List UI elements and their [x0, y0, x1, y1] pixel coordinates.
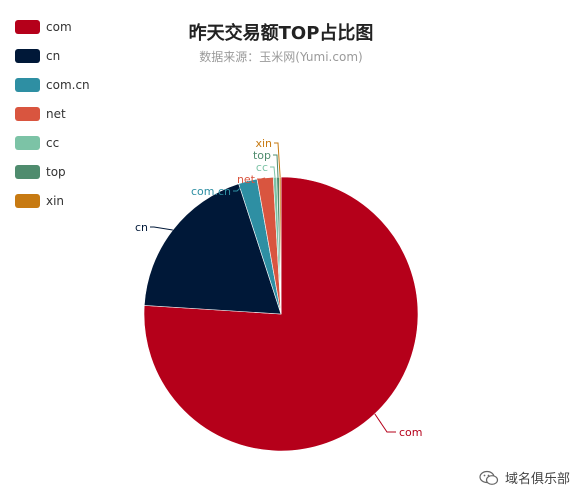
legend-item-com-cn[interactable]: com.cn	[15, 78, 90, 92]
slice-label-com: com	[399, 426, 423, 439]
legend-item-net[interactable]: net	[15, 107, 66, 121]
leader-line-com-cn	[233, 180, 249, 192]
legend-item-xin[interactable]: xin	[15, 194, 64, 208]
legend-swatch	[15, 78, 40, 92]
slice-label-xin: xin	[255, 137, 272, 150]
legend-swatch	[15, 136, 40, 150]
legend-label: xin	[46, 194, 64, 208]
pie-slices	[143, 176, 419, 452]
leader-line-top	[273, 154, 279, 178]
legend-item-cc[interactable]: cc	[15, 136, 59, 150]
slice-label-cc: cc	[256, 161, 268, 174]
leader-line-xin	[274, 142, 281, 178]
legend-swatch	[15, 165, 40, 179]
leader-line-com	[374, 413, 396, 433]
slice-com[interactable]	[143, 176, 419, 452]
slice-label-top: top	[253, 149, 271, 162]
legend-label: net	[46, 107, 66, 121]
leader-line-cc	[270, 166, 276, 178]
legend-item-cn[interactable]: cn	[15, 49, 60, 63]
legend-swatch	[15, 20, 40, 34]
legend-label: cn	[46, 49, 60, 63]
slice-cn[interactable]	[143, 183, 282, 315]
watermark-text: 域名俱乐部	[504, 472, 570, 487]
wechat-icon	[479, 470, 499, 485]
chart-title: 昨天交易额TOP占比图	[189, 22, 374, 44]
slice-label-com-cn: com.cn	[191, 185, 231, 198]
slice-label-net: net	[237, 173, 256, 186]
leader-line-cn	[150, 226, 173, 231]
legend-swatch	[15, 107, 40, 121]
legend-label: top	[46, 165, 66, 179]
slice-label-cn: cn	[135, 221, 148, 234]
leader-line-net	[257, 177, 266, 180]
legend-label: com.cn	[46, 78, 90, 92]
legend-label: cc	[46, 136, 59, 150]
legend: com cn com.cn net cc top xin	[15, 20, 90, 208]
watermark: 域名俱乐部	[479, 468, 570, 487]
legend-swatch	[15, 194, 40, 208]
legend-label: com	[46, 20, 72, 34]
legend-item-com[interactable]: com	[15, 20, 72, 34]
legend-item-top[interactable]: top	[15, 165, 66, 179]
legend-swatch	[15, 49, 40, 63]
chart-subtitle: 数据来源：玉米网(Yumi.com)	[199, 49, 362, 64]
slice-xin[interactable]	[278, 176, 282, 315]
